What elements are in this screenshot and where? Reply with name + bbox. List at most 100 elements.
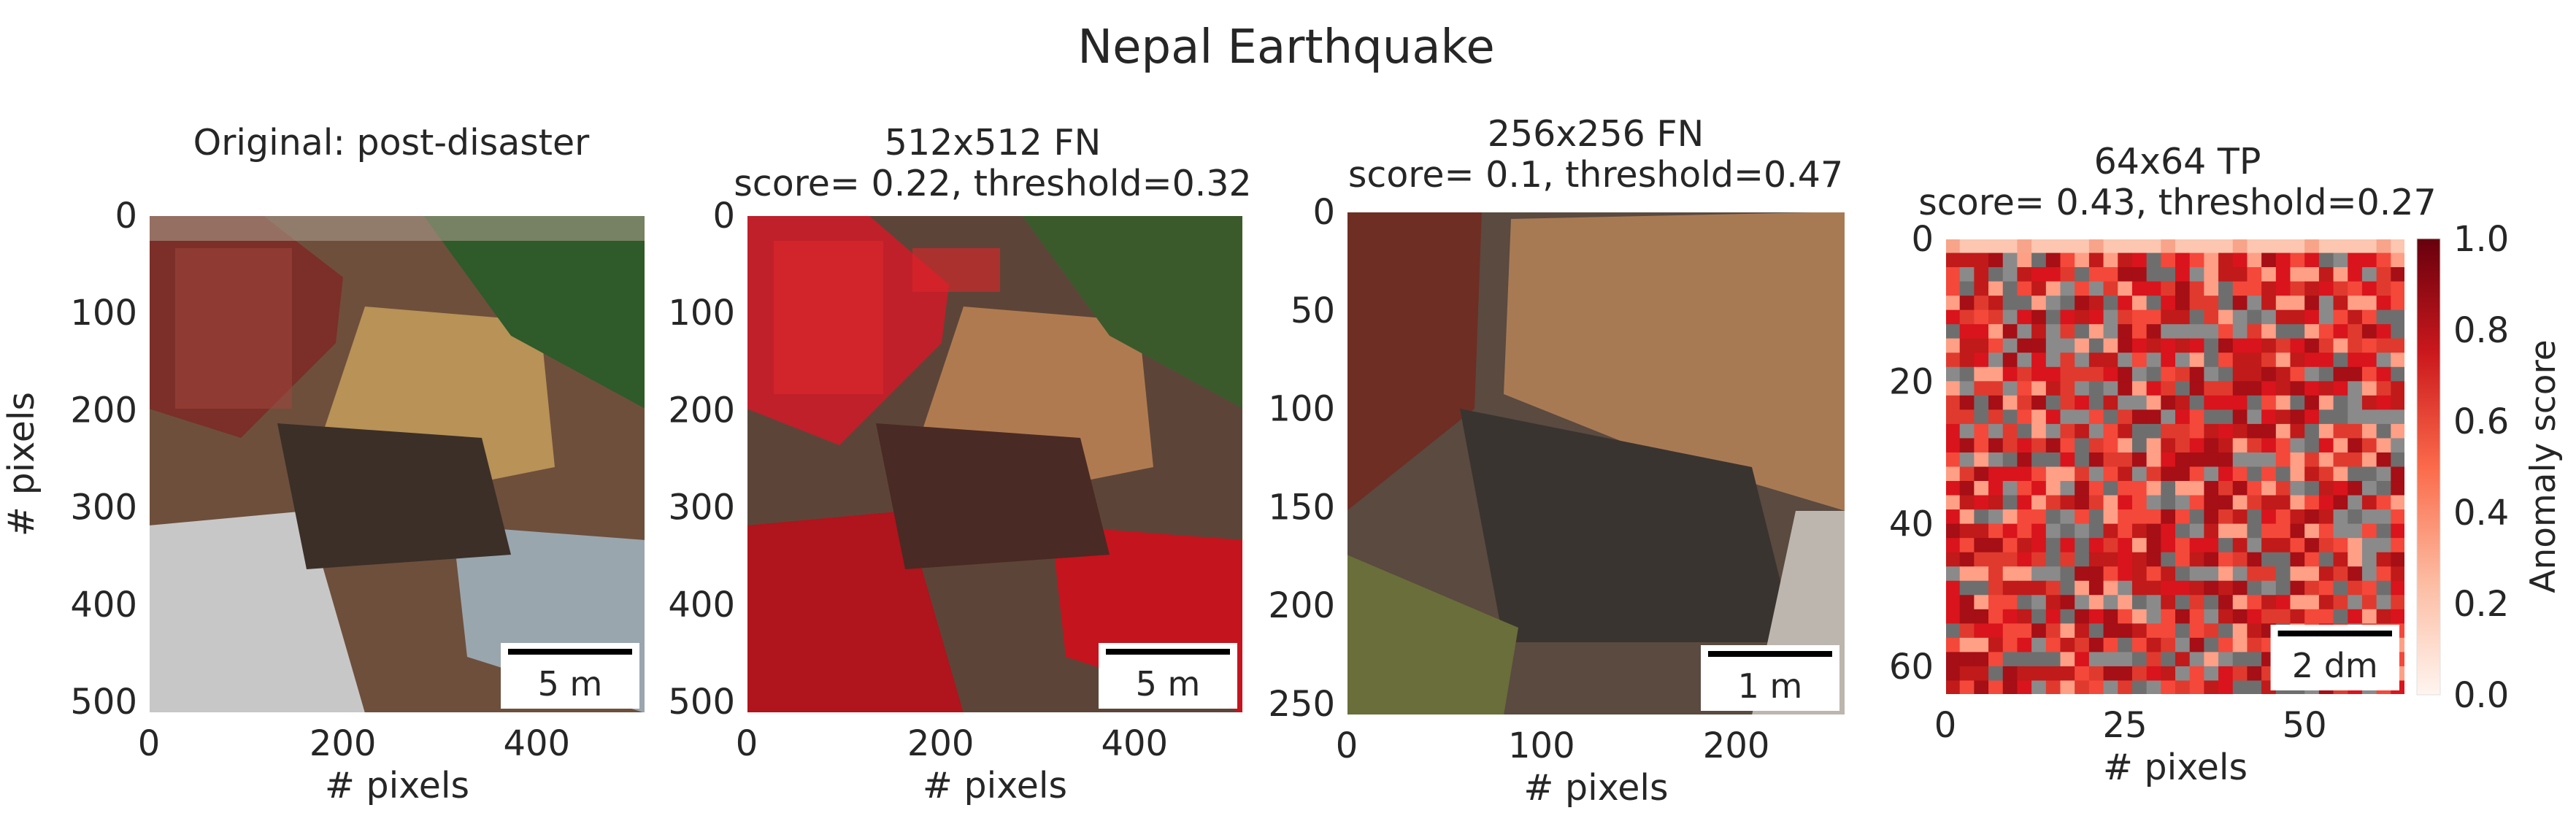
heatmap-cell [2146,267,2161,282]
heatmap-cell [2218,438,2234,453]
heatmap-cell [2232,566,2248,582]
heatmap-cell [2131,438,2148,453]
heatmap-cell [2060,566,2075,582]
heatmap-cell [2218,637,2234,653]
panel4-frame [1945,238,2406,696]
heatmap-cell [2348,438,2363,453]
heatmap-cell [2118,281,2133,296]
heatmap-cell [2045,552,2061,567]
panel1-image [149,215,645,713]
heatmap-cell [2161,309,2176,325]
heatmap-cell [2261,566,2277,582]
heatmap-cell [2161,566,2176,582]
heatmap-cell [2161,395,2176,410]
heatmap-cell [2060,353,2075,368]
heatmap-cell [2376,409,2391,425]
heatmap-cell [1959,523,1975,539]
heatmap-cell [2318,338,2334,353]
heatmap-cell [2247,466,2262,482]
heatmap-cell [2247,495,2262,510]
heatmap-cell [2333,595,2348,610]
heatmap-cell [1988,609,2004,624]
heatmap-cell [2204,652,2219,667]
heatmap-cell [2218,580,2234,596]
heatmap-cell [2261,481,2277,496]
heatmap-cell [2189,637,2204,653]
heatmap-cell [2146,452,2161,468]
heatmap-cell [2118,566,2133,582]
heatmap-cell [2031,466,2047,482]
heatmap-cell [2161,409,2176,425]
heatmap-cell [2304,466,2320,482]
heatmap-cell [2232,353,2248,368]
heatmap-cell [2088,466,2104,482]
heatmap-cell [2175,267,2191,282]
heatmap-cell [2318,466,2334,482]
heatmap-cell [2060,239,2075,254]
heatmap-cell [2017,509,2032,525]
heatmap-cell [1974,423,1989,439]
heatmap-cell [2361,267,2377,282]
heatmap-cell [2161,423,2176,439]
heatmap-cell [2002,423,2018,439]
panel3-image [1347,212,1845,715]
heatmap-cell [2088,353,2104,368]
heatmap-cell [2103,338,2118,353]
heatmap-cell [2204,281,2219,296]
heatmap-cell [2017,253,2032,268]
heatmap-cell [2075,309,2090,325]
heatmap-cell [2118,239,2133,254]
heatmap-cell [2131,296,2148,311]
heatmap-cell [2318,438,2334,453]
colorbar-tick-label: 0.2 [2453,584,2509,625]
heatmap-cell [2348,580,2363,596]
heatmap-cell [2261,423,2277,439]
heatmap-cell [2146,595,2161,610]
heatmap-cell [2075,296,2090,311]
heatmap-cell [2361,423,2377,439]
heatmap-cell [2118,353,2133,368]
heatmap-cell [2361,353,2377,368]
heatmap-cell [2002,395,2018,410]
heatmap-cell [2261,609,2277,624]
heatmap-cell [2304,324,2320,339]
heatmap-cell [2376,381,2391,396]
heatmap-cell [2031,637,2047,653]
heatmap-cell [2361,481,2377,496]
heatmap-cell [2391,338,2406,353]
heatmap-cell [2103,281,2118,296]
heatmap-cell [2088,281,2104,296]
heatmap-cell [2031,309,2047,325]
heatmap-cell [2017,353,2032,368]
heatmap-cell [2103,353,2118,368]
heatmap-cell [2232,338,2248,353]
heatmap-cell [2031,580,2047,596]
heatmap-cell [2261,438,2277,453]
heatmap-cell [2088,495,2104,510]
heatmap-cell [2232,366,2248,382]
heatmap-cell [2088,538,2104,553]
heatmap-cell [2002,509,2018,525]
heatmap-cell [2391,239,2406,254]
heatmap-cell [2290,366,2305,382]
heatmap-cell [2333,481,2348,496]
heatmap-cell [2017,423,2032,439]
heatmap-cell [2103,324,2118,339]
heatmap-cell [2376,281,2391,296]
heatmap-cell [2204,566,2219,582]
heatmap-cell [2031,239,2047,254]
heatmap-cell [1988,652,2004,667]
heatmap-cell [2376,580,2391,596]
heatmap-cell [1988,595,2004,610]
heatmap-cell [2088,338,2104,353]
heatmap-cell [2060,423,2075,439]
heatmap-cell [2361,552,2377,567]
heatmap-cell [1988,680,2004,696]
heatmap-cell [2031,523,2047,539]
heatmap-cell [2060,637,2075,653]
heatmap-cell [2218,239,2234,254]
heatmap-cell [1988,395,2004,410]
heatmap-cell [2333,552,2348,567]
heatmap-cell [2318,309,2334,325]
heatmap-cell [2261,452,2277,468]
